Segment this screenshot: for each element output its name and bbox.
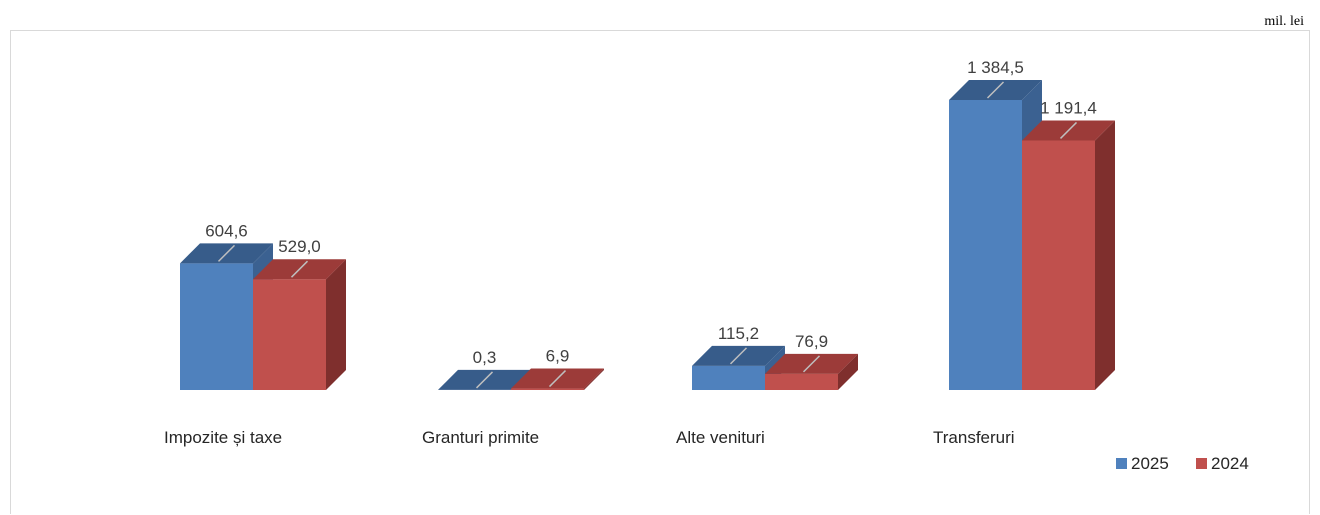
data-label-2025-1: 0,3: [473, 348, 497, 367]
data-label-2024-2: 76,9: [795, 332, 828, 351]
category-label-0: Impozite și taxe: [164, 428, 282, 447]
bar-2025-3: [949, 100, 1022, 390]
bar-2024-2: [765, 374, 838, 390]
category-label-1: Granturi primite: [422, 428, 539, 447]
bar-2024-1: [511, 389, 584, 390]
legend: 2025 2024: [1116, 454, 1249, 473]
legend-swatch-2024: [1196, 458, 1207, 469]
category-label-2: Alte venituri: [676, 428, 765, 447]
bar-2024-3: [1022, 140, 1095, 390]
bar-2025-0: [180, 263, 253, 390]
category-label-3: Transferuri: [933, 428, 1015, 447]
bar-side-2024-0: [326, 259, 346, 390]
unit-label: mil. lei: [1264, 14, 1304, 30]
legend-label-2025: 2025: [1131, 454, 1169, 473]
bar-2025-2: [692, 366, 765, 390]
data-label-2024-0: 529,0: [278, 237, 321, 256]
bar-side-2024-3: [1095, 120, 1115, 390]
data-label-2025-2: 115,2: [718, 324, 759, 343]
data-label-2024-3: 1 191,4: [1040, 98, 1097, 117]
bars-layer: [180, 80, 1115, 390]
data-label-2025-3: 1 384,5: [967, 58, 1024, 77]
category-labels-layer: Impozite și taxe Granturi primite Alte ven…: [164, 428, 1015, 447]
data-label-2024-1: 6,9: [546, 347, 570, 366]
legend-swatch-2025: [1116, 458, 1127, 469]
bar-2024-0: [253, 279, 326, 390]
data-label-2025-0: 604,6: [205, 221, 248, 240]
legend-label-2024: 2024: [1211, 454, 1249, 473]
